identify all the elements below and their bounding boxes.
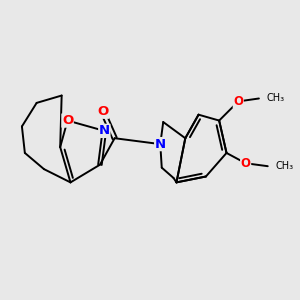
Text: CH₃: CH₃ — [275, 161, 293, 171]
Text: O: O — [233, 95, 243, 108]
Text: N: N — [155, 138, 166, 151]
Text: O: O — [241, 157, 251, 170]
Text: O: O — [97, 105, 109, 118]
Text: CH₃: CH₃ — [266, 94, 284, 103]
Text: O: O — [62, 114, 73, 127]
Text: N: N — [99, 124, 110, 137]
